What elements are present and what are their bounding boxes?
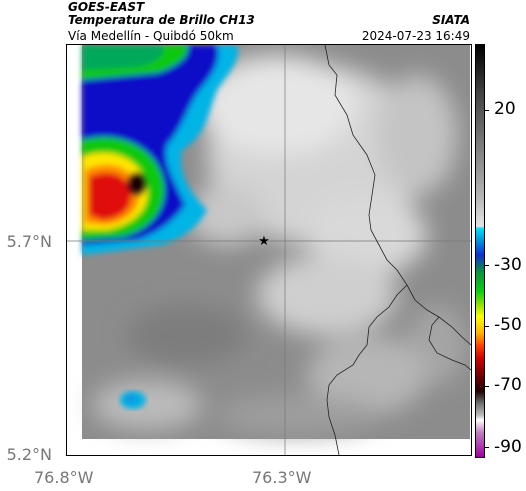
colorbar-tick [484, 265, 489, 266]
lon-label: 76.3°W [252, 468, 312, 487]
colorbar-tick [484, 447, 489, 448]
datetime-label: 2024-07-23 16:49 [361, 29, 470, 43]
colorbar-label: -30 [494, 255, 522, 275]
organization-label: SIATA [432, 13, 470, 27]
lat-label: 5.2°N [6, 445, 52, 464]
colorbar-label: -50 [494, 315, 522, 335]
boundary-line [428, 316, 471, 371]
lon-label: 76.8°W [34, 468, 94, 487]
colorbar-label: -70 [494, 375, 522, 395]
product-title: Temperatura de Brillo CH13 [68, 13, 255, 27]
colorbar [475, 44, 485, 458]
boundary-line [324, 45, 471, 346]
colorbar-label: 20 [494, 99, 516, 119]
colorbar-tick [484, 110, 489, 111]
boundary-line [326, 284, 408, 455]
satellite-name: GOES-EAST [68, 0, 145, 14]
star-icon: ★ [258, 234, 270, 249]
lat-label: 5.7°N [6, 232, 52, 251]
brightness-temperature-image: ★ [67, 45, 471, 455]
satellite-map[interactable]: ★ [66, 44, 472, 456]
colorbar-tick [484, 326, 489, 327]
colorbar-tick [484, 386, 489, 387]
region-subtitle: Vía Medellín - Quibdó 50km [68, 29, 234, 43]
colorbar-label: -90 [494, 437, 522, 457]
